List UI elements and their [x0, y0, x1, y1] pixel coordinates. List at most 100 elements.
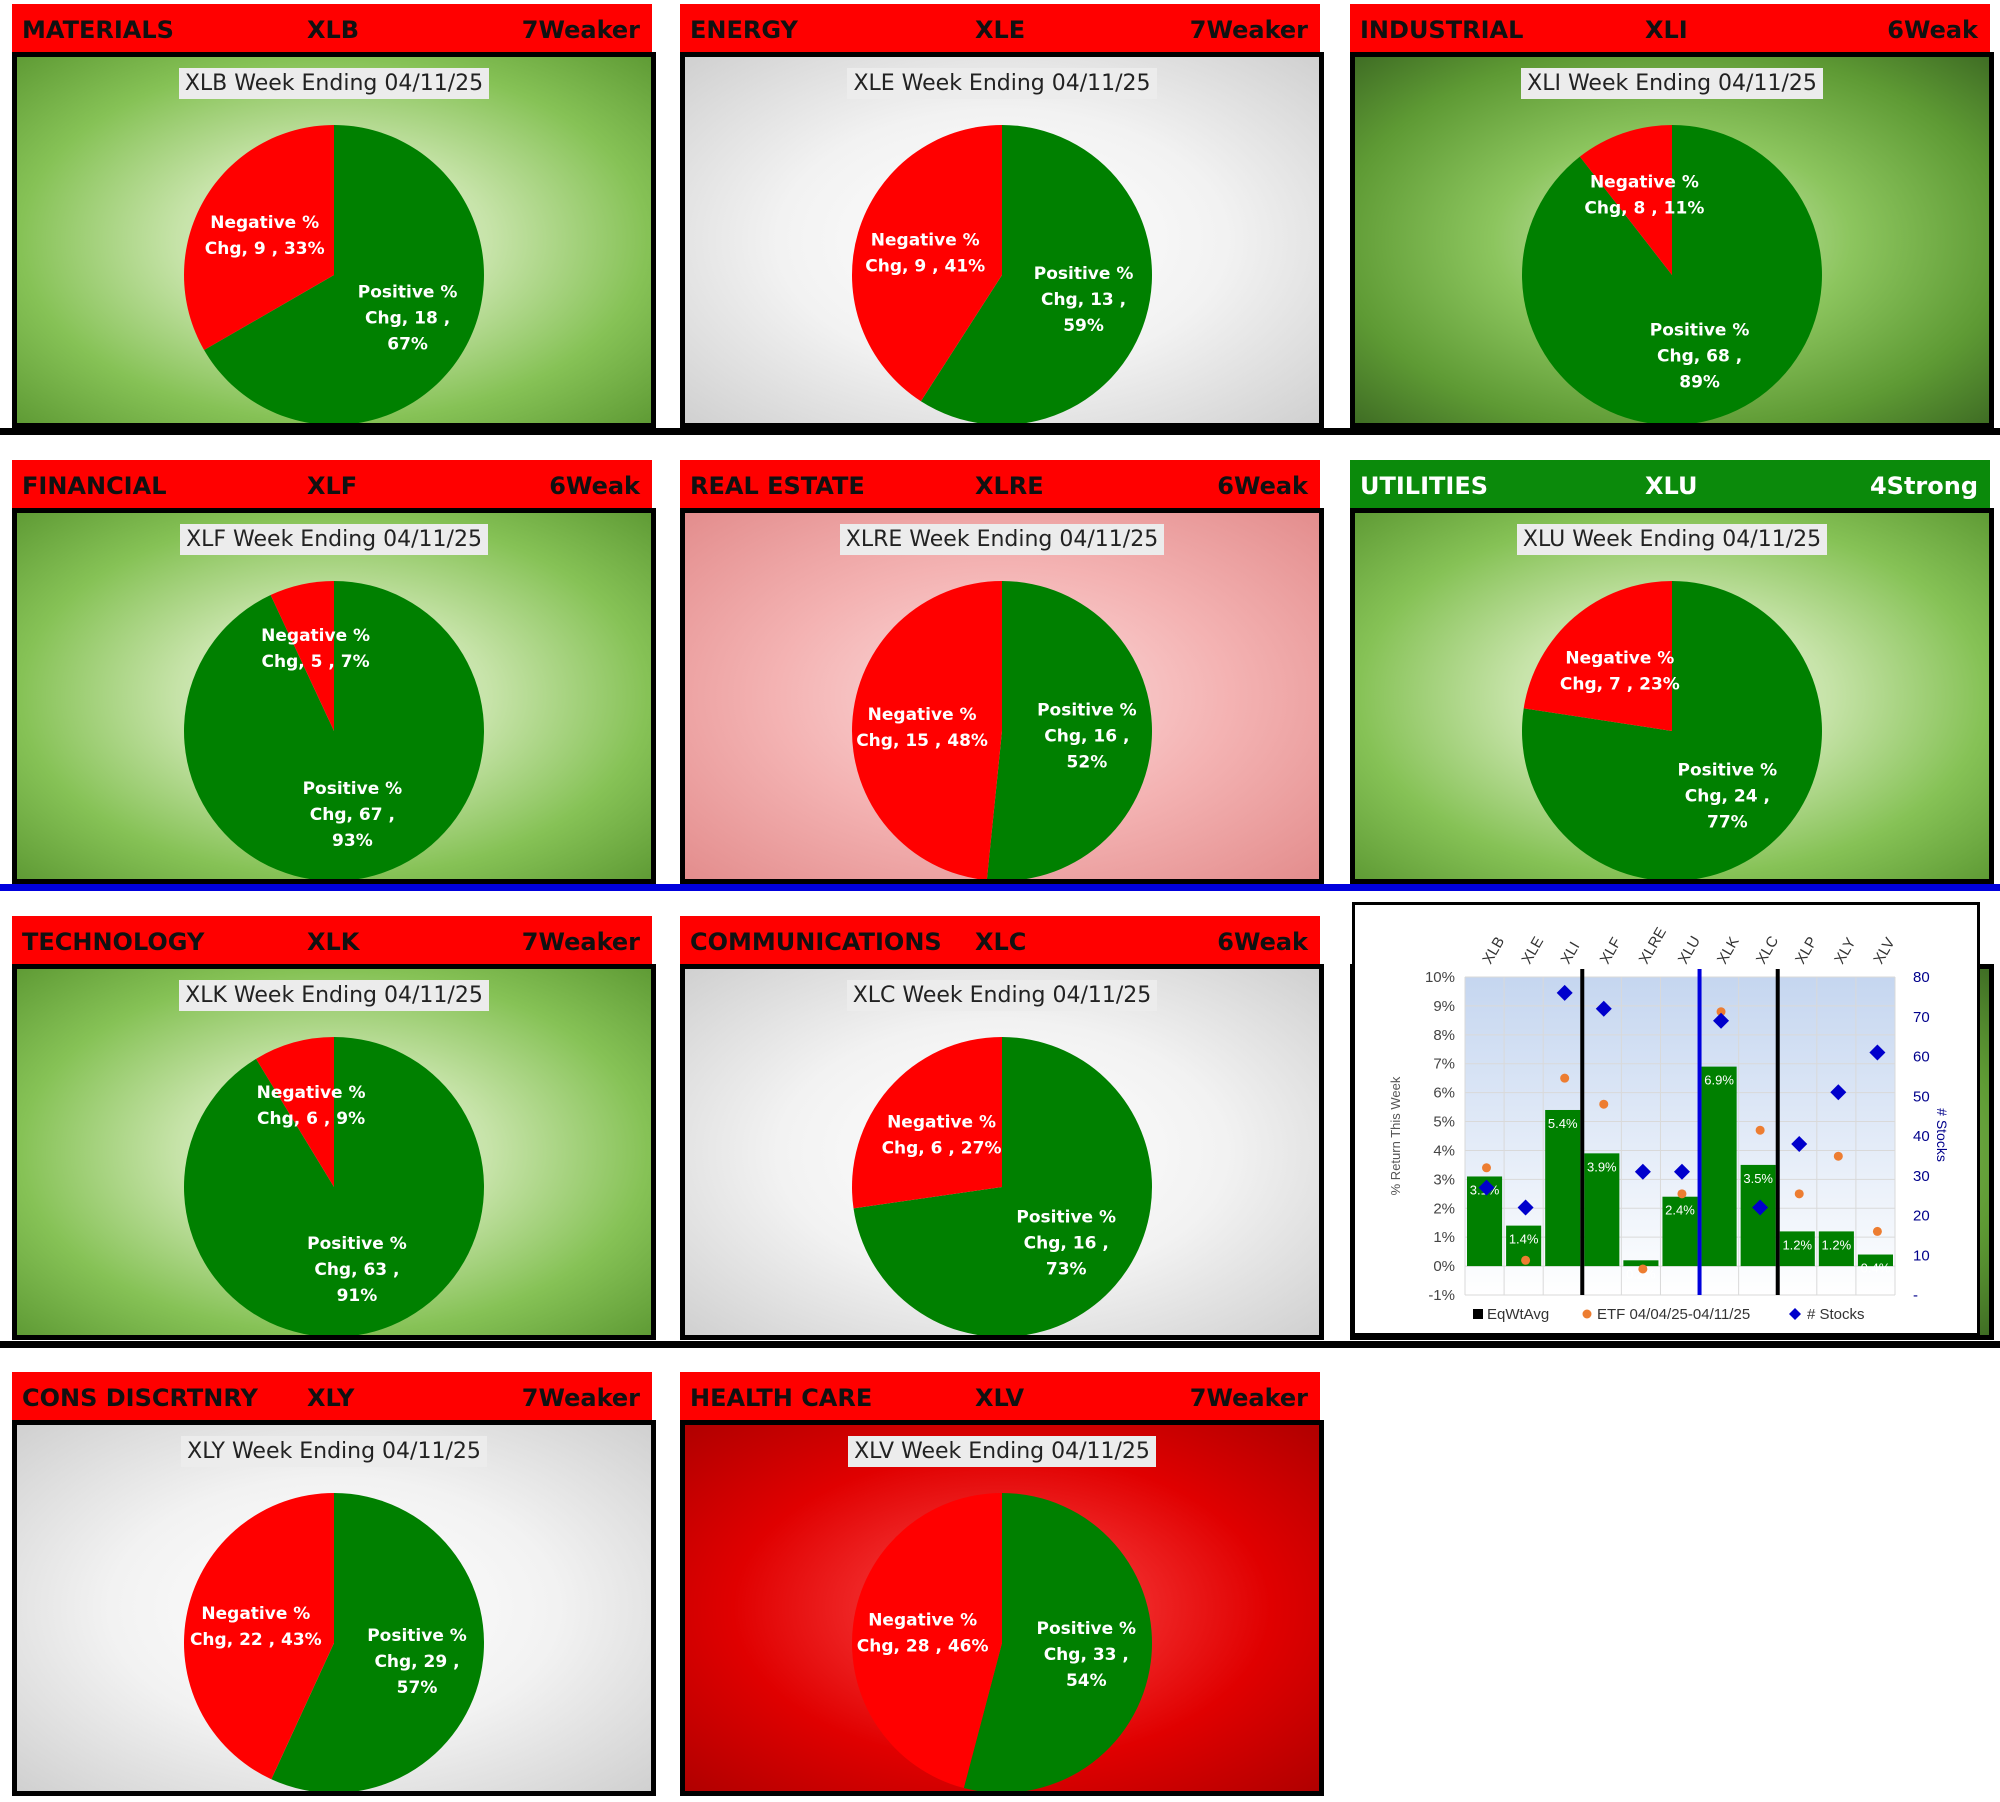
etf-dot: [1755, 1125, 1765, 1135]
pie-chart-svg: Negative % Chg, 9 , 33% Positive % Chg, 18 …: [184, 125, 484, 423]
pie-title-text: XLF Week Ending 04/11/25: [180, 524, 488, 555]
pie-title: XLU Week Ending 04/11/25: [1355, 524, 1989, 555]
positive-slice: [986, 581, 1152, 879]
y-tick-label: 5%: [1433, 1114, 1455, 1131]
positive-slice: [963, 1493, 1152, 1791]
positive-slice-label: Positive % Chg, 18 , 67%: [358, 283, 458, 355]
sector-ticker: XLV: [975, 1384, 1025, 1412]
bar-value-label: 2.4%: [1665, 1203, 1695, 1218]
separator-row2: [0, 884, 2000, 891]
sector-header: REAL ESTATE XLRE 6Weak: [680, 460, 1320, 510]
y-tick-label: 3%: [1433, 1171, 1455, 1188]
pie-chart-svg: Negative % Chg, 5 , 7% Positive % Chg, 67 ,…: [184, 581, 484, 879]
combo-chart-svg: -1% 0% 1% 2% 3% 4% 5% 6% 7% 8% 9% 10% - 10 20 30 40 50 60 7…: [1388, 925, 1950, 1323]
legend-swatch-stocks: [1789, 1308, 1801, 1320]
bar-value-label: 0.2%: [1626, 1266, 1656, 1281]
pie-title: XLK Week Ending 04/11/25: [17, 980, 651, 1011]
sector-panel-xli: INDUSTRIAL XLI 6Weak Negative % Chg, 8 , 11%…: [1350, 4, 2000, 434]
category-label: XLV: [1870, 935, 1898, 967]
pie-chart-box: Negative % Chg, 6 , 27% Positive % Chg, 16 …: [680, 964, 1324, 1340]
sector-rating: 7Weaker: [521, 16, 640, 44]
y-tick-label: 8%: [1433, 1027, 1455, 1044]
negative-slice: [270, 581, 334, 731]
sector-panel-xlre: REAL ESTATE XLRE 6Weak Negative % Chg, 15 , …: [680, 460, 1332, 890]
sector-ticker: XLK: [307, 928, 360, 956]
positive-slice-label: Positive % Chg, 67 , 93%: [303, 779, 403, 851]
sector-header: FINANCIAL XLF 6Weak: [12, 460, 652, 510]
negative-slice: [256, 1037, 334, 1187]
negative-slice-label: Negative % Chg, 6 , 27%: [882, 1113, 1002, 1159]
etf-dot: [1677, 1189, 1687, 1199]
y-tick-label: 0%: [1433, 1258, 1455, 1275]
stocks-marker: [1478, 1179, 1495, 1196]
positive-slice: [184, 1037, 484, 1335]
category-label: XLP: [1792, 934, 1821, 967]
etf-dot: [1521, 1255, 1531, 1265]
negative-slice: [852, 581, 1002, 879]
negative-slice: [852, 125, 1002, 402]
positive-slice-label: Positive % Chg, 24 , 77%: [1678, 760, 1778, 832]
bar-xlre: [1623, 1260, 1659, 1267]
negative-slice-label: Negative % Chg, 9 , 41%: [865, 230, 985, 276]
sector-panel-xlc: COMMUNICATIONS XLC 6Weak Negative % Chg, 6 ,…: [680, 916, 1332, 1346]
bar-value-label: 1.2%: [1822, 1237, 1852, 1252]
bar-xlf: [1584, 1153, 1620, 1267]
bar-xly: [1818, 1231, 1854, 1267]
y2-tick-label: 10: [1913, 1247, 1930, 1264]
pie-chart-svg: Negative % Chg, 6 , 9% Positive % Chg, 63 ,…: [184, 1037, 484, 1335]
negative-slice-label: Negative % Chg, 15 , 48%: [856, 705, 988, 751]
sector-rating: 7Weaker: [1189, 16, 1308, 44]
y-tick-label: 7%: [1433, 1056, 1455, 1073]
negative-slice-label: Negative % Chg, 22 , 43%: [190, 1604, 322, 1650]
sector-rating: 6Weak: [1217, 472, 1308, 500]
sector-rating: 4Strong: [1869, 472, 1978, 500]
category-label: XLE: [1518, 934, 1547, 967]
sector-panel-xle: ENERGY XLE 7Weaker Negative % Chg, 9 , 41% Po…: [680, 4, 1332, 434]
sector-rating: 6Weak: [1887, 16, 1978, 44]
separator-row1: [0, 428, 2000, 435]
pie-title-text: XLK Week Ending 04/11/25: [179, 980, 489, 1011]
pie-chart-box: Negative % Chg, 8 , 11% Positive % Chg, 68 …: [1350, 52, 1994, 428]
sector-rating: 6Weak: [549, 472, 640, 500]
category-label: XLRE: [1636, 925, 1670, 967]
pie-title: XLE Week Ending 04/11/25: [685, 68, 1319, 99]
positive-slice-label: Positive % Chg, 16 , 52%: [1037, 700, 1137, 772]
sector-name: FINANCIAL: [22, 472, 167, 500]
y2-tick-label: 50: [1913, 1088, 1930, 1105]
bar-value-label: 3.9%: [1587, 1159, 1617, 1174]
sector-name: INDUSTRIAL: [1360, 16, 1524, 44]
sector-rating: 7Weaker: [521, 1384, 640, 1412]
sector-ticker: XLRE: [975, 472, 1044, 500]
sector-name: UTILITIES: [1360, 472, 1488, 500]
etf-dot: [1599, 1099, 1609, 1109]
pie-chart-svg: Negative % Chg, 8 , 11% Positive % Chg, 68 …: [1522, 125, 1822, 423]
stocks-marker: [1556, 984, 1573, 1001]
y-tick-label: 2%: [1433, 1200, 1455, 1217]
pie-title: XLF Week Ending 04/11/25: [17, 524, 651, 555]
pie-chart-box: Negative % Chg, 28 , 46% Positive % Chg, 33…: [680, 1420, 1324, 1796]
sector-panel-xlv: HEALTH CARE XLV 7Weaker Negative % Chg, 28 ,…: [680, 1372, 1332, 1802]
pie-title: XLRE Week Ending 04/11/25: [685, 524, 1319, 555]
sector-header: UTILITIES XLU 4Strong: [1350, 460, 1990, 510]
stocks-marker: [1713, 1012, 1730, 1029]
bar-value-label: 0.4%: [1861, 1261, 1891, 1276]
bar-value-label: 3.5%: [1743, 1171, 1773, 1186]
sector-rating: 6Weak: [1217, 928, 1308, 956]
category-label: XLI: [1557, 939, 1583, 967]
y2-tick-label: -: [1913, 1287, 1918, 1304]
stocks-marker: [1673, 1163, 1690, 1180]
negative-slice: [851, 1493, 1002, 1789]
negative-slice: [184, 125, 334, 350]
stocks-marker: [1752, 1199, 1769, 1216]
positive-slice-label: Positive % Chg, 63 , 91%: [307, 1234, 407, 1306]
bar-value-label: 5.4%: [1548, 1116, 1578, 1131]
category-label: XLU: [1675, 933, 1704, 967]
pie-chart-box: Negative % Chg, 7 , 23% Positive % Chg, 24 …: [1350, 508, 1994, 884]
sector-return-chart: -1% 0% 1% 2% 3% 4% 5% 6% 7% 8% 9% 10% - 10 20 30 40 50 60 7…: [1352, 902, 1980, 1336]
negative-slice: [1579, 125, 1672, 275]
sector-rating: 7Weaker: [521, 928, 640, 956]
sector-name: TECHNOLOGY: [22, 928, 205, 956]
positive-slice-label: Positive % Chg, 33 , 54%: [1036, 1619, 1136, 1691]
y-tick-label: 10%: [1425, 969, 1455, 986]
sector-name: COMMUNICATIONS: [690, 928, 942, 956]
